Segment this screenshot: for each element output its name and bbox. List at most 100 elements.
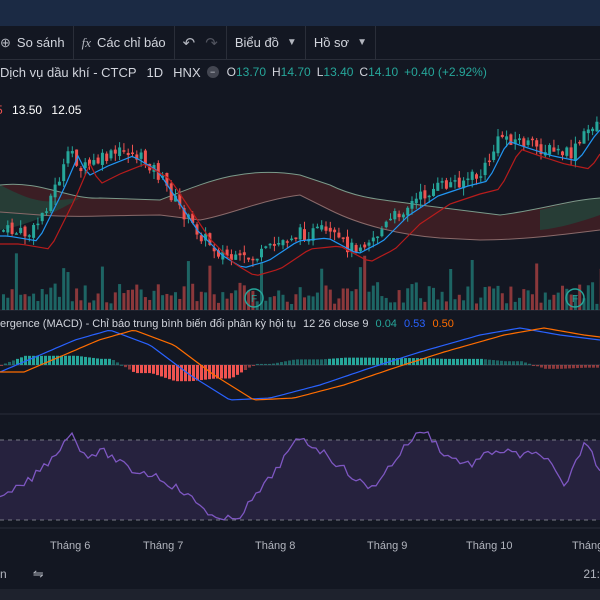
volume-bar [453, 299, 457, 310]
compare-button[interactable]: ⊕ So sánh [0, 26, 73, 59]
macd-histogram-bar [232, 365, 235, 378]
macd-histogram-bar [548, 365, 551, 369]
candle-body [105, 153, 109, 161]
macd-histogram-bar [468, 358, 471, 365]
close-value: 14.10 [368, 65, 399, 79]
bottom-left-text: n [0, 567, 7, 581]
volume-bar [518, 297, 521, 310]
volume-bar [509, 286, 513, 310]
macd-pane [0, 327, 600, 401]
volume-bar [66, 272, 70, 310]
candle-body [406, 207, 410, 216]
macd-title[interactable]: ergence (MACD) - Chỉ báo trung bình biến… [0, 318, 296, 330]
signal-line [0, 327, 600, 401]
volume-bar [410, 284, 414, 310]
candle-body [238, 253, 242, 256]
candle-body [264, 246, 268, 248]
macd-histogram-bar [300, 359, 303, 365]
macd-histogram-bar [180, 365, 183, 382]
volume-bar [53, 283, 57, 310]
volume-bar [234, 290, 238, 310]
candle-body [191, 213, 195, 224]
candle-body [66, 151, 70, 164]
volume-bar [315, 292, 319, 310]
event-marker[interactable]: F [244, 288, 264, 308]
macd-histogram-bar [420, 358, 423, 365]
macd-histogram-bar [248, 365, 251, 368]
volume-bar [272, 296, 276, 310]
undo-button[interactable]: ↶ [175, 26, 204, 59]
volume-bar [229, 293, 233, 310]
ichimoku-legend: 5 13.50 12.05 [0, 103, 81, 117]
candle-body [556, 148, 560, 151]
volume-bar [324, 285, 328, 310]
candle-body [36, 223, 40, 226]
candle-body [436, 182, 440, 191]
indicators-button[interactable]: fx Các chỉ báo [74, 26, 174, 59]
redo-button[interactable]: ↷ [203, 26, 226, 59]
kijun-line [0, 148, 600, 276]
volume-bars [2, 253, 600, 310]
volume-bar [79, 300, 83, 310]
time-axis-label: Tháng 8 [255, 540, 295, 552]
ichimoku-value-2: 13.50 [12, 103, 43, 117]
macd-histogram-bar [176, 365, 179, 382]
collapse-icon[interactable]: − [206, 66, 219, 78]
candle-body [354, 245, 358, 253]
volume-bar [49, 287, 53, 310]
macd-histogram-bar [436, 358, 439, 365]
candle-body [483, 162, 487, 176]
cloud-bullish [540, 198, 600, 230]
goto-date-icon[interactable]: ⇋ [32, 566, 44, 581]
volume-bar [350, 291, 354, 310]
toolbar-divider [304, 26, 306, 59]
macd-histogram-bar [488, 359, 491, 365]
volume-bar [204, 292, 208, 310]
chart-type-dropdown[interactable]: Biểu đồ ▼ [227, 26, 305, 59]
open-value: 13.70 [235, 65, 266, 79]
candle-body [45, 211, 48, 213]
macd-histogram-bar [416, 358, 419, 365]
candlesticks [2, 116, 600, 267]
macd-histogram-bar [492, 360, 495, 365]
volume-bar [384, 297, 388, 310]
macd-histogram-bar [64, 355, 67, 365]
candle-body [251, 258, 255, 261]
candle-body [384, 221, 388, 228]
macd-histogram-bar [440, 358, 443, 365]
candle-body [358, 247, 362, 252]
macd-histogram-bar [460, 358, 463, 365]
volume-bar [367, 291, 371, 310]
macd-histogram-bar [500, 360, 503, 365]
macd-histogram-bar [156, 365, 159, 376]
candle-body [444, 180, 448, 189]
senkou-b-line [0, 194, 600, 241]
volume-bar [539, 302, 543, 310]
macd-histogram-bar [168, 365, 171, 380]
volume-bar [320, 268, 324, 310]
macd-histogram-bar [152, 365, 155, 374]
event-marker[interactable]: F [565, 288, 585, 308]
chevron-down-icon: ▼ [357, 37, 367, 48]
high-value: 14.70 [280, 65, 311, 79]
candle-body [367, 242, 371, 246]
compare-label: So sánh [16, 35, 65, 50]
volume-bar [174, 292, 177, 310]
macd-histogram-bar [172, 365, 175, 381]
template-label: Hồ sơ [313, 35, 350, 50]
symbol-legend: Dịch vụ dầu khí - CTCP 1D HNX − O 13.70 H… [0, 62, 493, 82]
volume-bar [143, 297, 147, 310]
candle-body [143, 150, 147, 164]
macd-histogram-bar [328, 358, 331, 365]
template-dropdown[interactable]: Hồ sơ ▼ [306, 26, 375, 59]
macd-histogram-bar [312, 359, 315, 365]
volume-bar [393, 302, 397, 310]
symbol-name[interactable]: Dịch vụ dầu khí - CTCP [0, 64, 137, 80]
candle-body [204, 233, 208, 241]
candle-body [92, 160, 96, 165]
volume-bar [483, 287, 487, 310]
candle-body [32, 224, 36, 238]
macd-histogram-bar [464, 358, 467, 365]
macd-line [0, 327, 600, 401]
